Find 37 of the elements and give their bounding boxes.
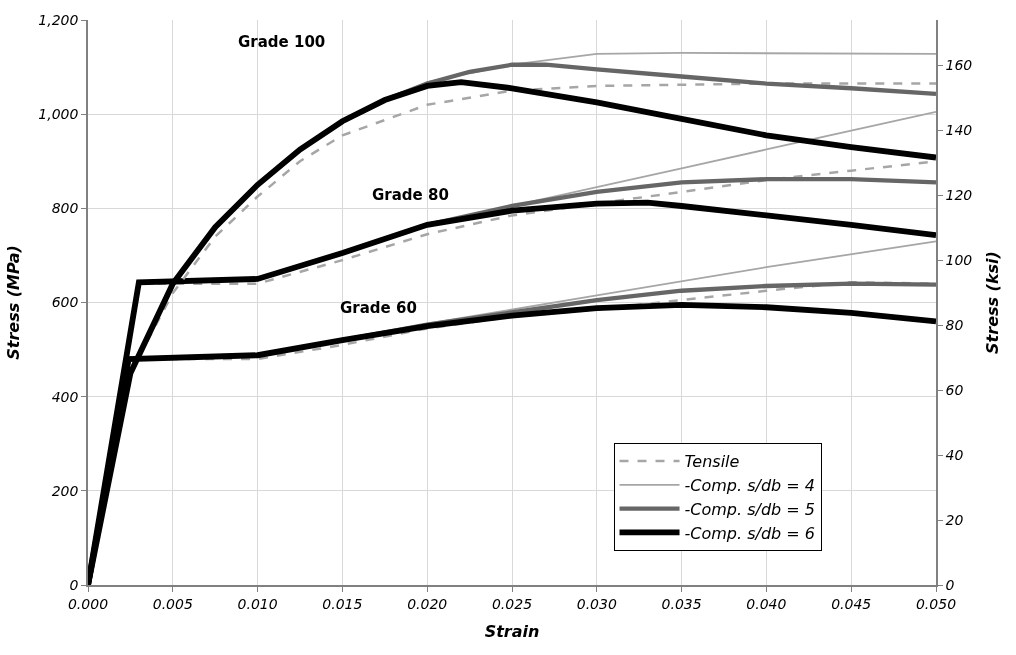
y2-tick-label: 60 [945,382,964,399]
x-tick-label: 0.035 [661,595,702,612]
y-tick-label: 0 [69,576,79,593]
y2-tick-label: 140 [945,122,973,139]
y2-tick-label: 40 [945,447,964,464]
y2-tick-label: 0 [945,576,955,593]
x-axis-title: Strain [484,621,540,641]
x-tick-label: 0.040 [746,595,787,612]
legend-label: -Comp. s/db = 4 [684,476,815,496]
x-tick-label: 0.010 [237,595,278,612]
y2-axis-title: Stress (ksi) [982,251,1002,354]
legend-label: -Comp. s/db = 5 [684,499,815,519]
y2-tick-label: 20 [945,511,964,528]
x-tick-label: 0.030 [576,595,617,612]
legend-label: Tensile [684,452,740,472]
x-tick-label: 0.025 [491,595,533,612]
y-tick-label: 1,200 [38,11,79,28]
annotation: Grade 100 [238,33,326,51]
y2-tick-label: 100 [945,252,973,269]
y-tick-label: 200 [51,482,79,499]
y-tick-label: 1,000 [38,106,79,123]
y-axis-title: Stress (MPa) [3,245,23,360]
annotation: Grade 80 [372,186,449,204]
x-tick-label: 0.050 [915,595,957,612]
x-tick-label: 0.020 [407,595,448,612]
x-tick-label: 0.045 [831,595,872,612]
legend-label: -Comp. s/db = 6 [684,523,815,543]
x-tick-label: 0.005 [152,595,193,612]
x-tick-label: 0.015 [322,595,363,612]
x-tick-label: 0.000 [67,595,109,612]
y-tick-label: 800 [51,200,79,217]
y-tick-label: 400 [51,388,79,405]
y-tick-label: 600 [51,294,79,311]
y2-tick-label: 80 [945,317,964,334]
annotation: Grade 60 [340,299,417,317]
y2-tick-label: 120 [945,187,973,204]
y2-tick-label: 160 [945,57,973,74]
